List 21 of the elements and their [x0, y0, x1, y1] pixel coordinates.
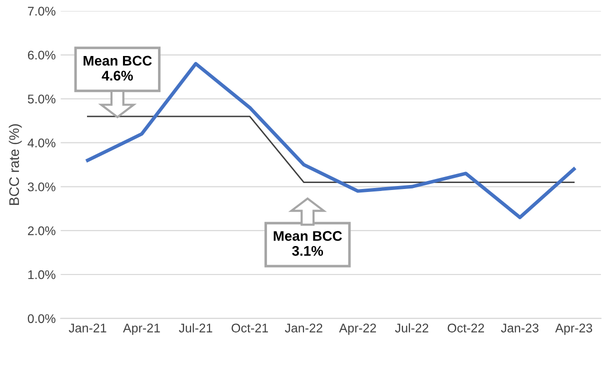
y-tick-label: 0.0% [28, 314, 56, 324]
y-tick-label: 4.0% [28, 138, 56, 148]
x-tick-label: Apr-21 [123, 324, 160, 335]
y-tick-label: 7.0% [28, 6, 56, 16]
x-tick-label: Apr-23 [555, 324, 592, 335]
y-tick-label: 5.0% [28, 94, 56, 104]
y-tick-label: 1.0% [28, 270, 56, 280]
x-tick-label: Oct-22 [448, 324, 484, 332]
x-tick-label: Jul-21 [178, 323, 212, 332]
annotation: Mean BCC 4.6% [84, 56, 152, 81]
x-tick-label: Jan-22 [284, 324, 322, 332]
x-tick-label: Jul-22 [395, 323, 428, 332]
y-axis-title: BCC rate (%) [8, 124, 22, 205]
annotation: Mean BCC 3.1% [274, 231, 342, 256]
y-tick-label: 2.0% [28, 226, 56, 236]
x-tick-label: Apr-22 [339, 324, 376, 335]
y-tick-label: 3.0% [28, 182, 56, 192]
x-tick-label: Oct-21 [232, 324, 268, 332]
x-tick-label: Jan-23 [500, 324, 538, 332]
x-tick-label: Jan-21 [68, 324, 106, 332]
y-tick-label: 6.0% [28, 50, 56, 60]
